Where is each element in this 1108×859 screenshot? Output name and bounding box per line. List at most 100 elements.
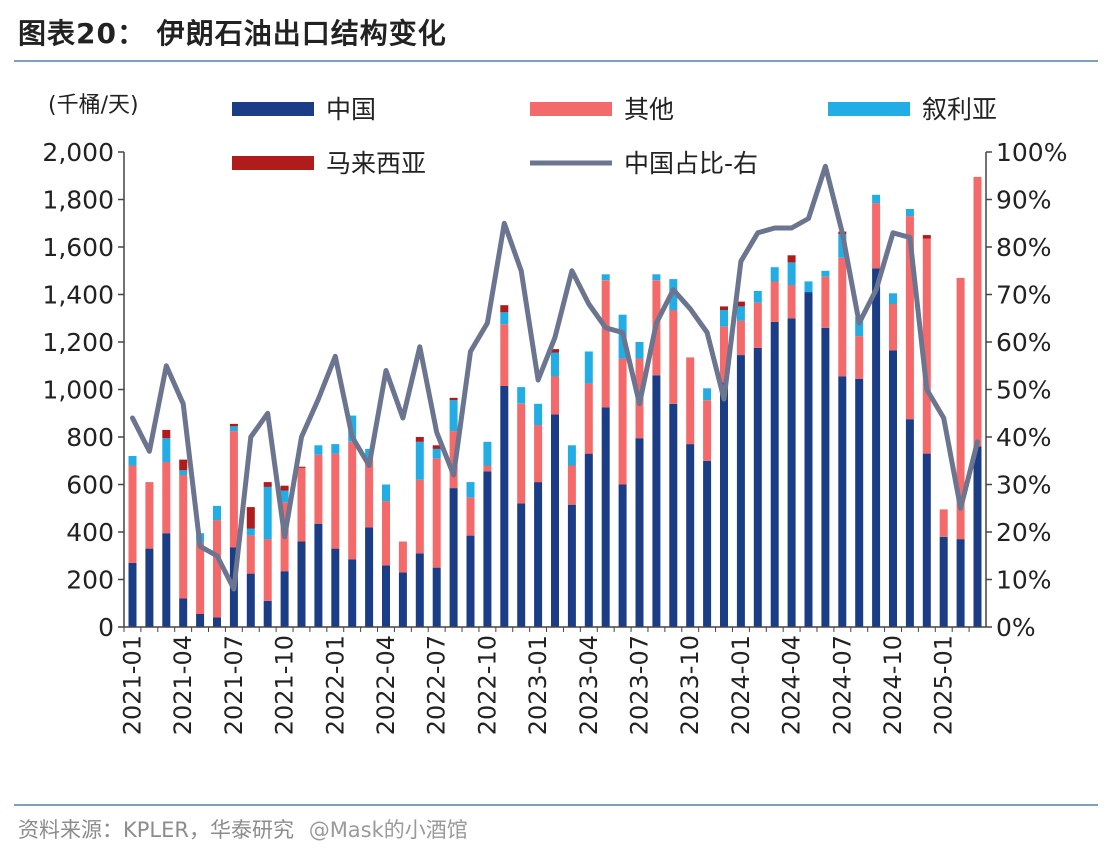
bar-malaysia [263, 482, 272, 487]
bar-syria [855, 317, 864, 337]
bar-other [500, 324, 509, 386]
bar-china [331, 548, 340, 627]
bar-china [398, 572, 407, 627]
legend-swatch-other [530, 102, 612, 116]
bar-syria [872, 194, 881, 204]
bar-china [196, 613, 205, 627]
y2-tick-label: 80% [996, 233, 1052, 262]
bar-other [584, 383, 593, 454]
bar-china [973, 446, 982, 627]
bar-syria [415, 441, 424, 480]
bar-other [855, 336, 864, 379]
bar-china [263, 600, 272, 627]
bar-malaysia [720, 306, 728, 310]
bar-china [821, 327, 830, 628]
bar-syria [382, 484, 390, 502]
bar-china [314, 523, 323, 627]
bar-china [855, 378, 864, 627]
y-tick-label: 0 [98, 613, 114, 642]
bar-syria [635, 342, 644, 359]
bar-syria [314, 445, 323, 455]
bar-malaysia [449, 397, 458, 401]
bar-other [703, 400, 712, 461]
bar-china [787, 318, 796, 628]
bar-china [584, 453, 593, 627]
china-share-line [130, 163, 980, 592]
bar-other [483, 465, 492, 472]
bar-other [686, 357, 695, 445]
figure-title: 图表20： 伊朗石油出口结构变化 [18, 17, 447, 50]
x-tick-label: 2023-10 [676, 635, 704, 735]
bar-china [500, 385, 509, 627]
bar-syria [787, 262, 796, 285]
bar-china [635, 438, 644, 627]
bar-china [838, 376, 847, 627]
legend-label-other: 其他 [624, 95, 674, 124]
bar-china [601, 407, 610, 627]
bar-other [956, 277, 965, 540]
bar-china [483, 471, 492, 627]
y2-tick-label: 20% [996, 518, 1052, 547]
bar-other [889, 304, 897, 351]
x-tick-label: 2023-07 [626, 635, 654, 735]
x-tick-label: 2022-04 [372, 635, 400, 735]
bar-china [770, 321, 779, 627]
x-tick-label: 2021-01 [118, 635, 146, 735]
bar-other [905, 216, 914, 420]
bar-china [365, 527, 374, 628]
bar-syria [584, 351, 593, 384]
bar-syria [551, 352, 559, 377]
bar-other [770, 281, 779, 322]
bar-other [196, 542, 205, 614]
bar-other [973, 176, 982, 447]
y2-tick-label: 50% [996, 376, 1052, 405]
bar-china [720, 382, 728, 627]
y-axis-unit-label: (千桶/天) [48, 93, 139, 118]
bar-malaysia [922, 235, 931, 239]
bar-malaysia [162, 429, 171, 439]
legend-label-china: 中国 [326, 95, 376, 124]
bar-syria [213, 505, 221, 521]
bar-syria [517, 387, 526, 404]
bar-syria [601, 274, 610, 281]
bar-other [787, 285, 796, 319]
bar-malaysia [432, 445, 441, 449]
bar-syria [567, 445, 576, 466]
bar-china [246, 573, 255, 627]
bar-other [162, 461, 171, 534]
bar-china [466, 535, 475, 627]
bar-other [382, 501, 390, 566]
bar-syria [483, 441, 492, 466]
bar-syria [466, 482, 475, 498]
bar-china [922, 453, 931, 627]
bar-china [415, 553, 424, 627]
watermark-text: @Mask的小酒馆 [308, 818, 468, 842]
y2-tick-label: 100% [996, 138, 1067, 167]
y2-tick-label: 0% [996, 613, 1036, 642]
y-tick-label: 1,200 [42, 328, 114, 357]
bar-other [753, 302, 762, 348]
bar-china [618, 484, 627, 627]
bar-china [179, 598, 188, 627]
bar-syria [804, 281, 813, 293]
y-tick-label: 800 [66, 423, 114, 452]
bar-syria [263, 486, 272, 540]
y-tick-label: 1,000 [42, 376, 114, 405]
bar-syria [703, 388, 712, 401]
bar-syria [500, 312, 509, 325]
bar-syria [720, 309, 728, 327]
legend-label-syria: 叙利亚 [922, 95, 997, 124]
bar-other [736, 320, 745, 355]
bar-other [466, 497, 475, 536]
bar-china [145, 548, 154, 627]
bar-malaysia [551, 349, 559, 353]
y-tick-label: 1,400 [42, 281, 114, 310]
y2-tick-label: 30% [996, 471, 1052, 500]
bar-malaysia [229, 423, 238, 427]
bar-other [517, 403, 526, 504]
bar-other [432, 458, 441, 568]
bar-syria [770, 267, 779, 282]
legend-swatch-malaysia [232, 156, 314, 170]
y2-tick-label: 10% [996, 566, 1052, 595]
bar-china [889, 350, 897, 627]
